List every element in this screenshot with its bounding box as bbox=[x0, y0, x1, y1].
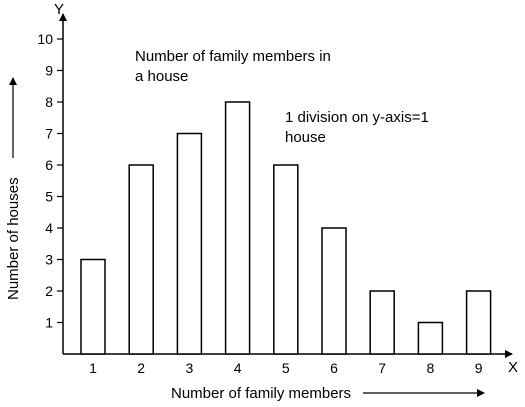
bar-1 bbox=[80, 258, 106, 355]
bar-7 bbox=[369, 290, 395, 355]
x-tick-label: 2 bbox=[137, 360, 145, 376]
x-tick-label: 1 bbox=[89, 360, 97, 376]
x-axis-letter: X bbox=[508, 359, 518, 376]
chart-title-line2: a house bbox=[135, 68, 188, 85]
y-axis-title: Number of houses bbox=[5, 177, 22, 300]
y-ticks: 1 2 3 4 5 6 7 8 9 10 bbox=[37, 31, 63, 331]
x-tick-label: 5 bbox=[282, 360, 290, 376]
y-tick-label: 10 bbox=[37, 31, 53, 47]
y-tick-label: 2 bbox=[45, 283, 53, 299]
y-tick-label: 5 bbox=[45, 189, 53, 205]
x-tick-label: 4 bbox=[234, 360, 242, 376]
y-tick-label: 6 bbox=[45, 157, 53, 173]
y-tick-label: 7 bbox=[45, 126, 53, 142]
x-tick-label: 6 bbox=[330, 360, 338, 376]
x-axis-title: Number of family members bbox=[171, 385, 351, 402]
y-tick-label: 9 bbox=[45, 63, 53, 79]
y-axis-letter: Y bbox=[54, 1, 64, 18]
bar-5 bbox=[273, 164, 299, 355]
y-tick-label: 1 bbox=[45, 315, 53, 331]
bar-8 bbox=[417, 321, 444, 355]
x-tick-label: 7 bbox=[378, 360, 386, 376]
y-tick-label: 4 bbox=[45, 220, 53, 236]
x-tick-labels: 1 2 3 4 5 6 7 8 9 bbox=[89, 360, 483, 376]
y-tick-label: 8 bbox=[45, 94, 53, 110]
y-tick-label: 3 bbox=[45, 252, 53, 268]
bar-9 bbox=[465, 290, 492, 355]
bar-6 bbox=[321, 227, 347, 355]
x-tick-label: 3 bbox=[186, 360, 194, 376]
bar-3 bbox=[176, 132, 203, 355]
bar-2 bbox=[128, 164, 154, 355]
bar-4 bbox=[224, 101, 251, 355]
x-tick-label: 9 bbox=[475, 360, 483, 376]
chart-title-line1: Number of family members in bbox=[135, 48, 331, 65]
x-tick-label: 8 bbox=[427, 360, 435, 376]
scale-note-line1: 1 division on y-axis=1 bbox=[285, 109, 429, 126]
scale-note-line2: house bbox=[285, 129, 326, 146]
bars bbox=[80, 101, 492, 355]
